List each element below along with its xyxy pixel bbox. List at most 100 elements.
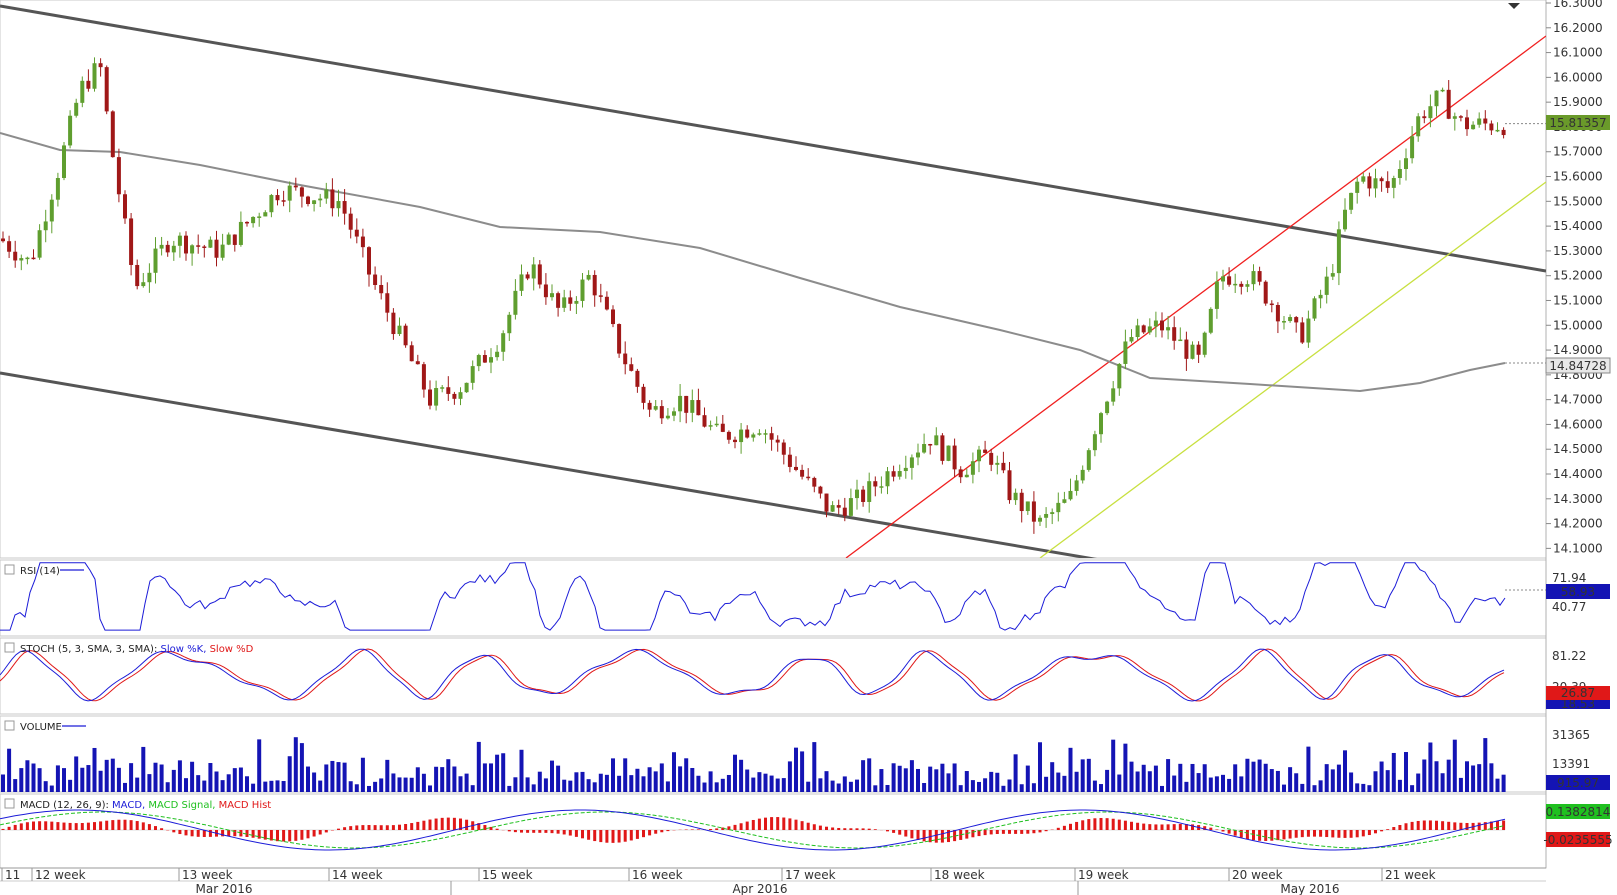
candle-body: [1446, 89, 1451, 119]
candle-body: [220, 244, 225, 258]
candle-body: [1184, 339, 1189, 359]
svg-text:14.84728: 14.84728: [1549, 359, 1606, 373]
candle-body: [513, 290, 518, 315]
candle: [690, 389, 695, 423]
candle: [1190, 341, 1195, 360]
candle-body: [800, 469, 805, 477]
candle: [1019, 488, 1024, 523]
candle: [647, 400, 652, 417]
volume-bar: [153, 762, 158, 792]
macd-hist-bar: [477, 823, 481, 830]
macd-hist-bar: [1270, 830, 1274, 841]
macd-hist-bar: [971, 830, 975, 838]
volume-bar: [1318, 780, 1323, 792]
rsi-panel[interactable]: [0, 559, 1547, 637]
candle-body: [574, 300, 579, 304]
volume-bar: [989, 771, 994, 792]
collapse-arrow-icon[interactable]: [1508, 3, 1520, 9]
macd-hist-bar: [489, 826, 493, 830]
candle-body: [1336, 229, 1341, 274]
y-tick-label: 15.3000: [1553, 244, 1603, 258]
volume-bar: [43, 781, 48, 792]
volume-bar: [1397, 779, 1402, 792]
macd-hist-bar: [343, 827, 347, 830]
month-labels: Mar 2016 Apr 2016 May 2016: [196, 881, 1340, 895]
macd-hist-bar: [452, 817, 456, 830]
macd-hist-bar: [1282, 830, 1286, 840]
volume-bar: [812, 742, 817, 792]
candle-body: [1, 238, 5, 242]
macd-hist-bar: [196, 830, 200, 837]
candle-body: [1099, 413, 1103, 435]
candle-body: [141, 282, 146, 287]
macd-hist-bar: [404, 823, 408, 830]
volume-bar: [1471, 765, 1476, 792]
volume-bar: [1227, 778, 1232, 792]
volume-bar: [1434, 761, 1439, 792]
candle-body: [1080, 469, 1085, 481]
candle-body: [1196, 344, 1201, 355]
volume-bar: [1440, 773, 1445, 792]
volume-bar: [897, 765, 902, 792]
candle-body: [1153, 320, 1158, 327]
volume-bar: [1336, 764, 1341, 792]
candle: [1208, 307, 1213, 335]
volume-bar: [1495, 778, 1500, 792]
volume-bar: [1160, 785, 1164, 792]
volume-bar: [1074, 771, 1079, 792]
candle: [1092, 430, 1097, 457]
macd-hist-bar: [764, 817, 767, 830]
candle-body: [562, 297, 567, 308]
volume-bar: [1483, 738, 1488, 792]
week-label: 19 week: [1078, 868, 1129, 882]
candle: [293, 177, 298, 191]
candle-body: [373, 274, 378, 286]
candle-body: [1355, 181, 1360, 193]
candle: [598, 283, 603, 303]
candle-body: [1489, 123, 1494, 131]
macd-hist-bar: [434, 818, 438, 830]
candle-body: [360, 236, 365, 248]
volume-bar: [226, 774, 231, 792]
volume-bar: [598, 773, 603, 792]
candle-body: [470, 366, 475, 383]
candle: [794, 456, 798, 472]
volume-bar: [299, 743, 304, 792]
candle: [684, 395, 689, 424]
macd-hist-bar: [1489, 821, 1493, 830]
candle: [1330, 264, 1335, 281]
candle-body: [37, 230, 42, 258]
candle: [1025, 501, 1030, 515]
candle: [1489, 120, 1494, 136]
candle: [1355, 177, 1360, 204]
volume-bar: [1343, 750, 1347, 792]
svg-text:RSI (14): RSI (14): [20, 566, 60, 577]
stoch-panel[interactable]: [0, 637, 1547, 715]
candle-body: [415, 361, 420, 365]
candle: [1202, 331, 1207, 358]
candle: [196, 234, 201, 254]
candle-body: [848, 498, 853, 516]
candle-body: [653, 406, 658, 410]
candle: [836, 499, 841, 515]
macd-hist-bar: [147, 824, 151, 830]
candle-body: [1373, 178, 1378, 189]
candle: [1044, 507, 1049, 528]
macd-hist-bar: [276, 830, 279, 842]
macd-hist-bar: [80, 823, 84, 830]
candle-body: [342, 201, 347, 214]
macd-hist-bar: [154, 826, 157, 830]
volume-bar: [13, 779, 18, 792]
candle: [568, 290, 573, 311]
candle: [153, 237, 158, 284]
candle-body: [1312, 298, 1317, 319]
candle: [1312, 296, 1317, 321]
macd-hist-bar: [745, 821, 749, 830]
volume-bar: [367, 785, 371, 792]
macd-hist-bar: [599, 830, 603, 843]
volume-bar: [1099, 784, 1103, 792]
candle: [940, 433, 945, 465]
main-panel[interactable]: [0, 0, 1547, 559]
candle-body: [836, 505, 841, 508]
